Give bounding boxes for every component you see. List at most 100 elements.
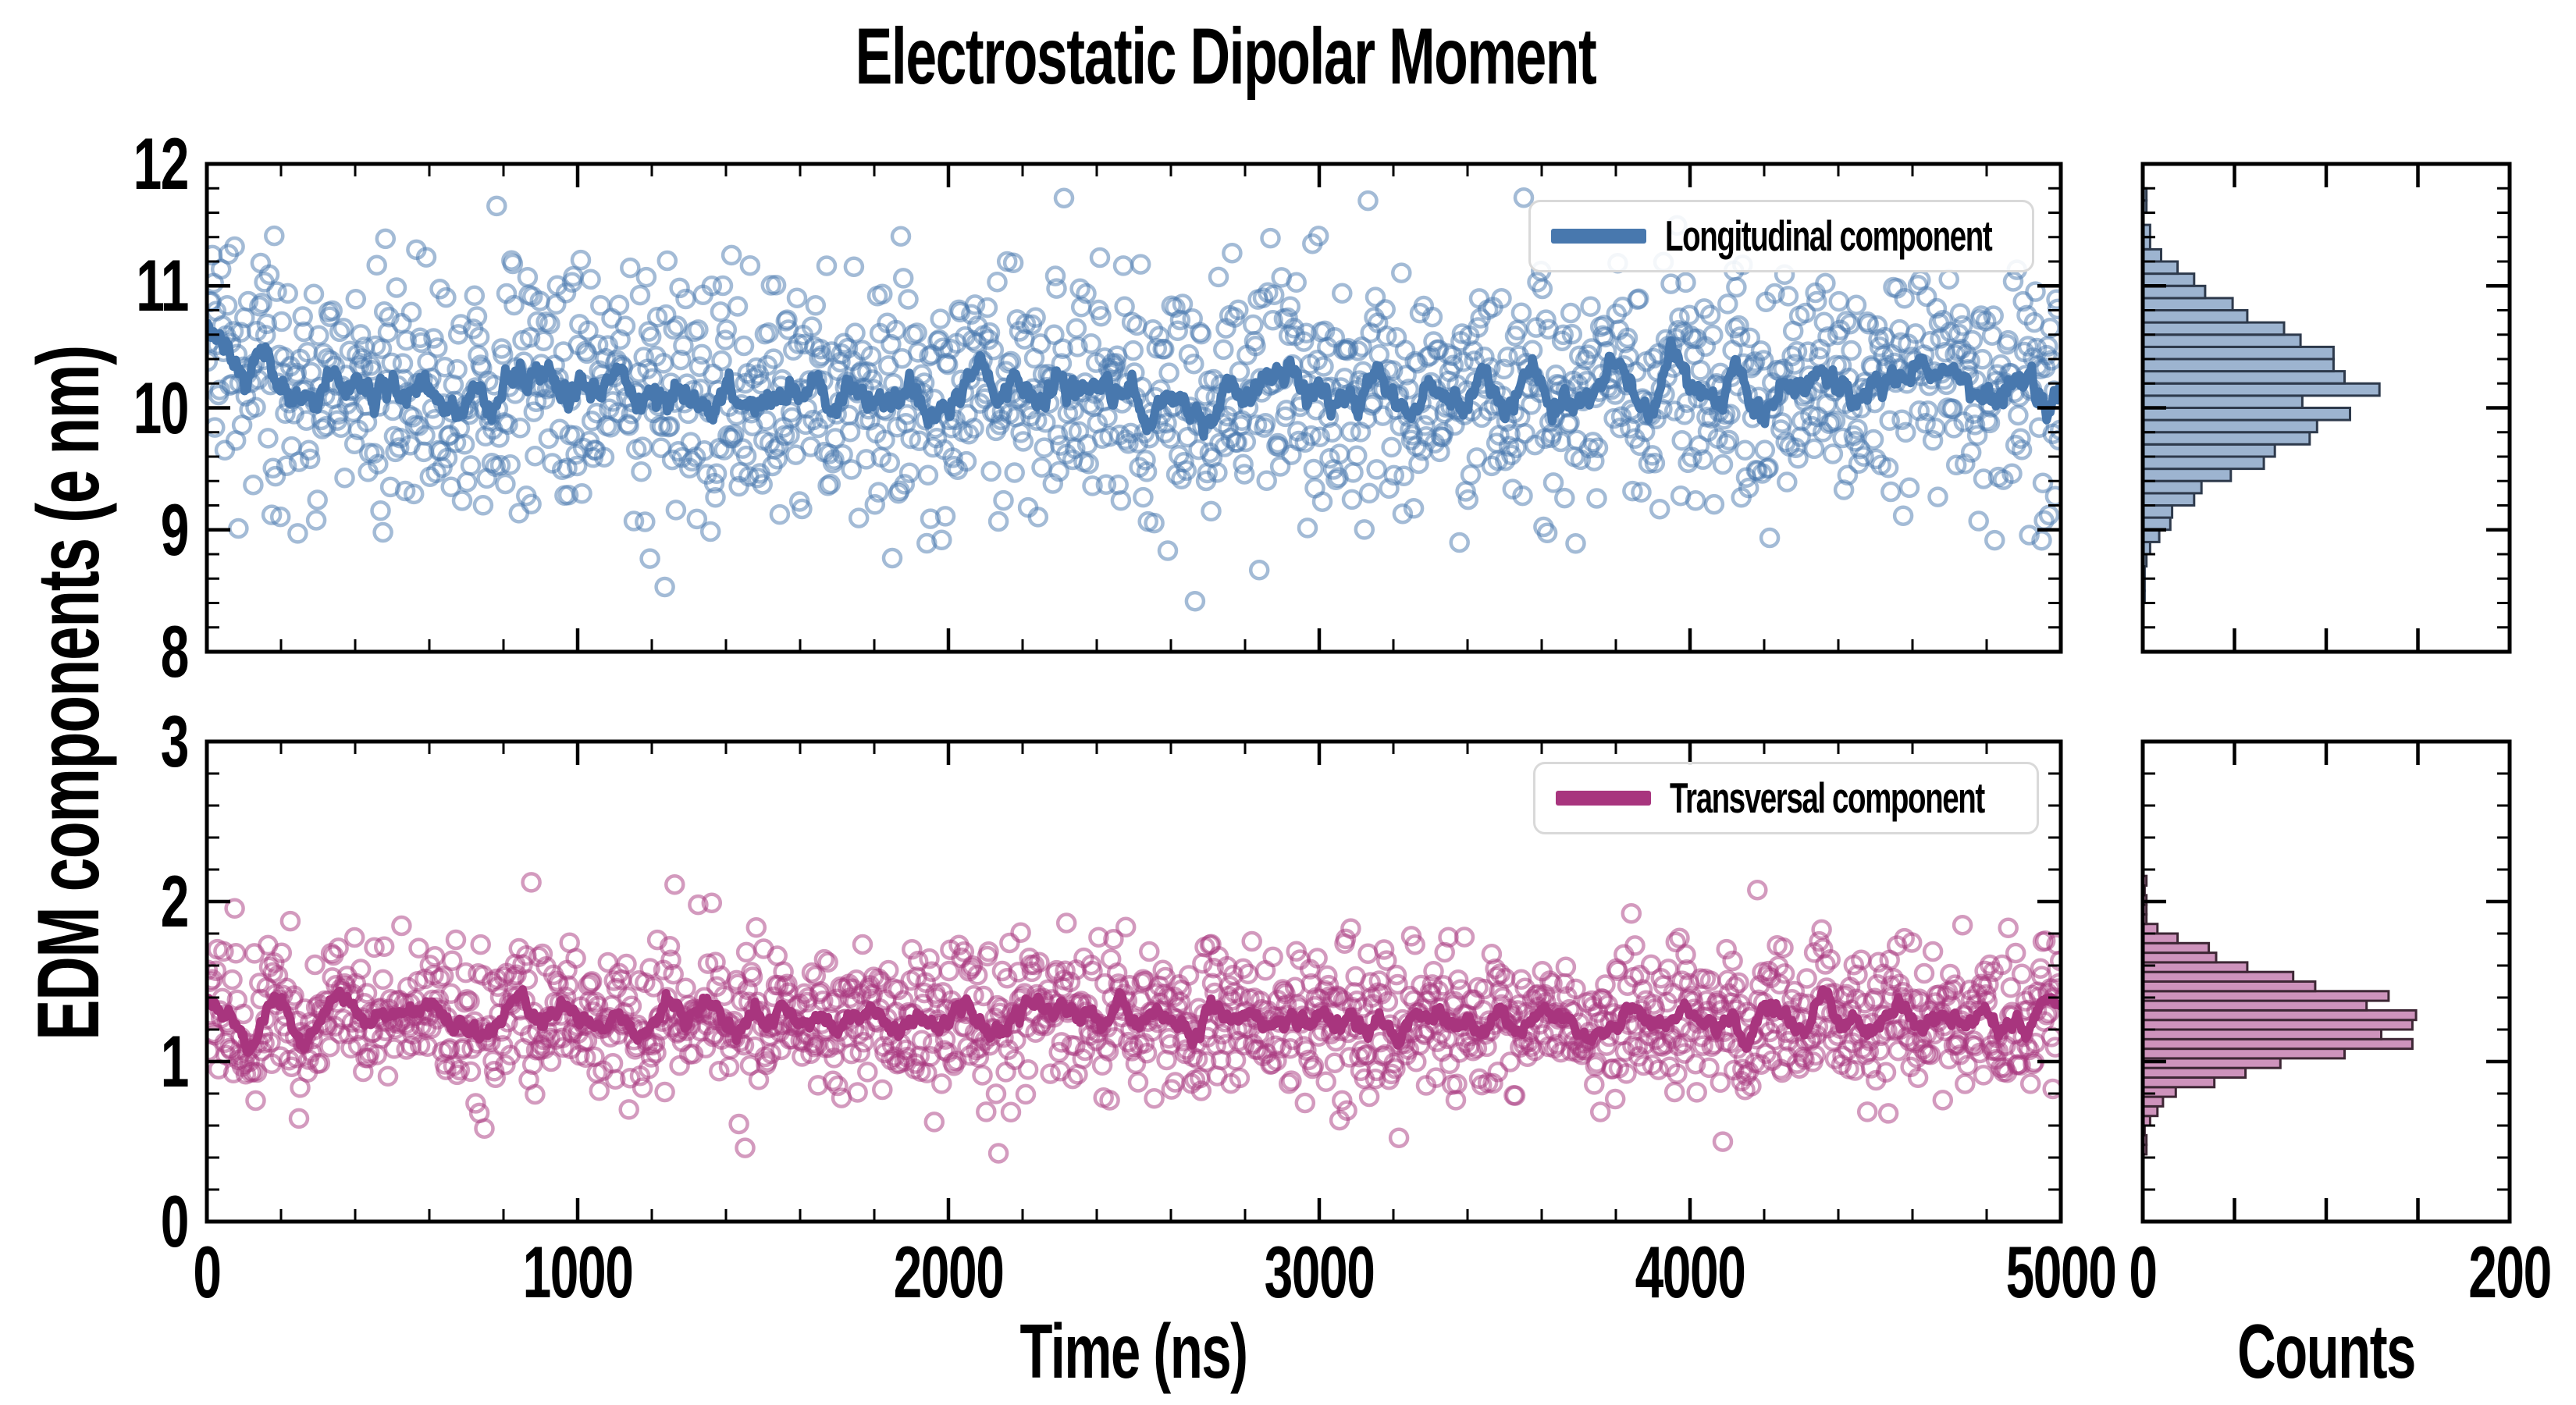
scatter-marker (849, 1042, 871, 1063)
scatter-marker (1195, 1051, 1217, 1072)
scatter-marker (1263, 284, 1285, 306)
scatter-marker (586, 402, 607, 424)
scatter-marker (735, 1137, 756, 1158)
scatter-marker (805, 294, 827, 316)
scatter-marker (495, 473, 516, 495)
scatter-marker (1027, 507, 1049, 528)
scatter-marker (1514, 423, 1535, 444)
scatter-marker (228, 518, 249, 539)
scatter-marker (620, 257, 641, 279)
scatter-marker (714, 329, 736, 350)
scatter-marker (872, 1079, 893, 1101)
scatter-marker (1868, 951, 1889, 973)
rolling-mean-line-longitudinal (207, 318, 2061, 441)
scatter-marker (841, 459, 862, 480)
y-tick-label-transversal-3-text: 3 (160, 700, 190, 782)
scatter-marker (1771, 412, 1793, 433)
scatter-marker (1968, 510, 1989, 532)
scatter-marker (765, 274, 787, 296)
scatter-marker (1392, 503, 1414, 525)
scatter-marker (1482, 1072, 1503, 1094)
scatter-marker (710, 301, 731, 322)
legend-transversal: Transversal component (1533, 762, 2039, 834)
scatter-marker (1105, 353, 1126, 374)
scatter-marker (987, 271, 1008, 293)
scatter-marker (860, 345, 882, 367)
scatter-marker (681, 450, 703, 472)
scatter-marker (423, 328, 444, 349)
y-tick-label-transversal-2: 2 (149, 865, 190, 938)
scatter-marker (1728, 972, 1749, 994)
scatter-marker (1504, 1085, 1526, 1106)
scatter-marker (877, 959, 899, 981)
scatter-marker (546, 293, 567, 315)
scatter-marker (1759, 527, 1781, 549)
scatter-marker (1040, 1063, 1061, 1084)
scatter-marker (1148, 325, 1170, 347)
scatter-marker (1341, 489, 1363, 510)
scatter-marker (701, 275, 723, 297)
scatter-marker (1067, 336, 1088, 357)
scatter-marker (1555, 956, 1577, 978)
scatter-marker (1373, 939, 1395, 960)
scatter-marker (578, 320, 599, 342)
scatter-marker (269, 506, 291, 528)
scatter-marker (768, 436, 789, 457)
scatter-marker (1017, 496, 1039, 518)
scatter-marker (1110, 490, 1132, 511)
rolling-mean-line-transversal (207, 985, 2061, 1057)
scatter-marker (2011, 439, 2033, 461)
scatter-marker (955, 450, 977, 472)
scatter-marker (424, 408, 446, 430)
scatter-marker (691, 343, 713, 365)
scatter-marker (287, 523, 308, 544)
scatter-marker (1317, 965, 1338, 987)
scatter-marker (1051, 1032, 1073, 1053)
histogram-bar (2143, 370, 2346, 385)
scatter-marker (659, 415, 681, 437)
scatter-marker (343, 927, 365, 948)
scatter-marker (1315, 1071, 1336, 1093)
scatter-marker (408, 937, 429, 959)
scatter-marker (2019, 1073, 2041, 1094)
scatter-marker (1832, 427, 1853, 449)
scatter-marker (1104, 1027, 1126, 1048)
scatter-marker (1135, 450, 1156, 471)
scatter-marker (1877, 457, 1899, 478)
scatter-marker (917, 464, 939, 486)
scatter-marker (1616, 1063, 1637, 1084)
histogram-bar (2143, 951, 2218, 964)
scatter-marker (2046, 289, 2061, 311)
scatter-marker (892, 268, 914, 289)
scatter-marker (1382, 360, 1404, 381)
scatter-marker (1335, 928, 1357, 950)
scatter-marker (1184, 590, 1206, 612)
histogram-bar (2143, 309, 2249, 324)
scatter-marker (1026, 410, 1048, 431)
scatter-marker (839, 421, 861, 443)
scatter-marker (373, 936, 395, 958)
scatter-marker (881, 547, 903, 569)
scatter-marker (1777, 286, 1799, 307)
scatter-marker (964, 294, 986, 315)
scatter-marker (1283, 318, 1304, 339)
scatter-marker (366, 254, 387, 276)
x-tick-label-0-text: 0 (193, 1231, 222, 1313)
scatter-marker (1095, 474, 1117, 496)
scatter-marker (533, 330, 554, 351)
scatter-marker (2017, 336, 2039, 357)
scatter-marker (688, 894, 709, 916)
scatter-marker (1945, 454, 1967, 475)
scatter-marker (1029, 951, 1050, 973)
scatter-marker (993, 489, 1014, 511)
scatter-marker (1319, 447, 1340, 469)
scatter-marker (356, 411, 378, 433)
histogram-bar (2143, 443, 2276, 458)
scatter-marker (801, 316, 823, 337)
scatter-marker (635, 266, 657, 288)
scatter-marker (716, 319, 738, 340)
scatter-marker (319, 1036, 340, 1058)
scatter-marker (1053, 187, 1075, 208)
scatter-marker (792, 498, 813, 520)
scatter-marker (309, 1052, 331, 1074)
